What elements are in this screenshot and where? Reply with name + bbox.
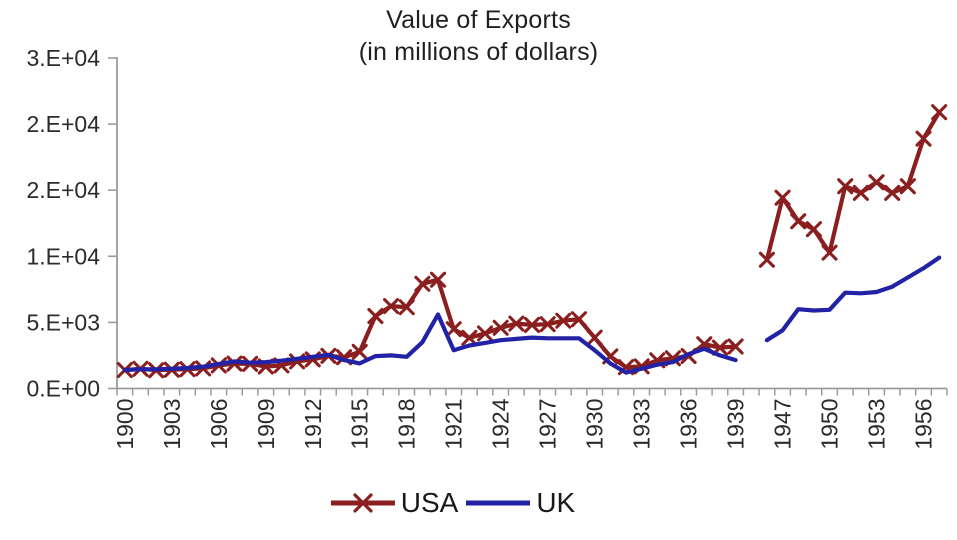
x-marker-icon [351,343,368,360]
x-marker-icon [523,316,541,333]
x-tick-label: 1906 [206,399,232,450]
uk-line-swatch [466,500,531,506]
x-marker-icon [868,174,885,191]
x-marker-icon [429,271,447,288]
x-tick-label: 1947 [770,399,796,450]
x-tick-label: 1918 [394,399,420,450]
series-uk-line [122,255,942,375]
chart-subtitle: (in millions of dollars) [358,38,599,66]
legend-label-usa: USA [400,487,459,518]
x-axis-ticks [116,388,948,396]
x-marker-icon [931,104,948,121]
legend: USA UK [0,487,931,519]
x-tick-label: 1950 [817,399,843,450]
y-tick-label: 1.E+04 [26,243,100,269]
chart-title: Value of Exports [386,6,571,34]
x-tick-label: 1921 [441,399,467,450]
x-tick-label: 1939 [723,399,749,450]
y-tick-label: 3.E+04 [26,45,100,71]
x-tick-label: 1915 [347,399,373,450]
x-tick-label: 1900 [112,399,138,450]
usa-line-swatch [330,493,395,513]
y-tick-label: 2.E+04 [26,111,100,137]
x-tick-label: 1933 [629,399,655,450]
x-tick-label: 1924 [488,398,514,449]
x-tick-label: 1930 [582,399,608,450]
y-tick-label: 0.E+00 [26,376,100,402]
x-marker-icon [915,130,932,147]
chart-title-block: Value of Exports (in millions of dollars… [0,4,957,68]
x-marker-icon [899,178,916,195]
y-axis-labels: 0.E+00 5.E+03 1.E+04 2.E+04 2.E+04 3.E+04 [26,45,117,402]
x-marker-icon [476,325,494,342]
x-marker-icon [884,184,901,201]
x-marker-icon [821,244,838,261]
x-marker-icon [398,299,415,316]
x-tick-label: 1903 [159,399,185,450]
x-marker-icon [852,184,869,201]
x-tick-label: 1909 [253,399,279,450]
x-marker-icon [414,275,431,292]
x-tick-label: 1927 [535,399,561,450]
x-tick-label: 1912 [300,399,326,450]
x-marker-icon [774,189,791,206]
x-marker-icon [727,338,744,355]
x-marker-icon [508,315,525,332]
y-tick-label: 2.E+04 [26,177,100,203]
x-marker-icon [570,311,588,328]
x-marker-icon [790,213,807,230]
x-tick-label: 1956 [911,399,937,450]
x-tick-label: 1936 [676,399,702,450]
legend-label-uk: UK [536,487,576,518]
x-marker-icon [758,251,775,268]
x-marker-icon [383,298,400,315]
legend-item-uk: UK [465,487,575,519]
legend-item-usa: USA [330,487,459,519]
series-uk [122,255,942,375]
axes [116,57,947,390]
x-marker-icon [805,221,822,238]
x-marker-icon [492,319,509,336]
x-marker-icon [367,307,384,325]
x-marker-icon [445,321,462,338]
x-marker-icon [539,316,556,333]
series-usa-line [122,110,942,373]
x-marker-icon [555,312,572,329]
x-marker-icon [837,178,854,195]
x-tick-label: 1953 [864,399,890,450]
x-marker-icon [586,329,603,346]
y-tick-label: 5.E+03 [26,309,100,335]
x-axis-labels: 1900 1903 1906 1909 1912 1915 1918 1921 1924 1927… [112,398,937,449]
x-marker-icon [226,355,243,372]
x-marker-icon [353,493,373,513]
x-marker-icon [461,329,478,346]
